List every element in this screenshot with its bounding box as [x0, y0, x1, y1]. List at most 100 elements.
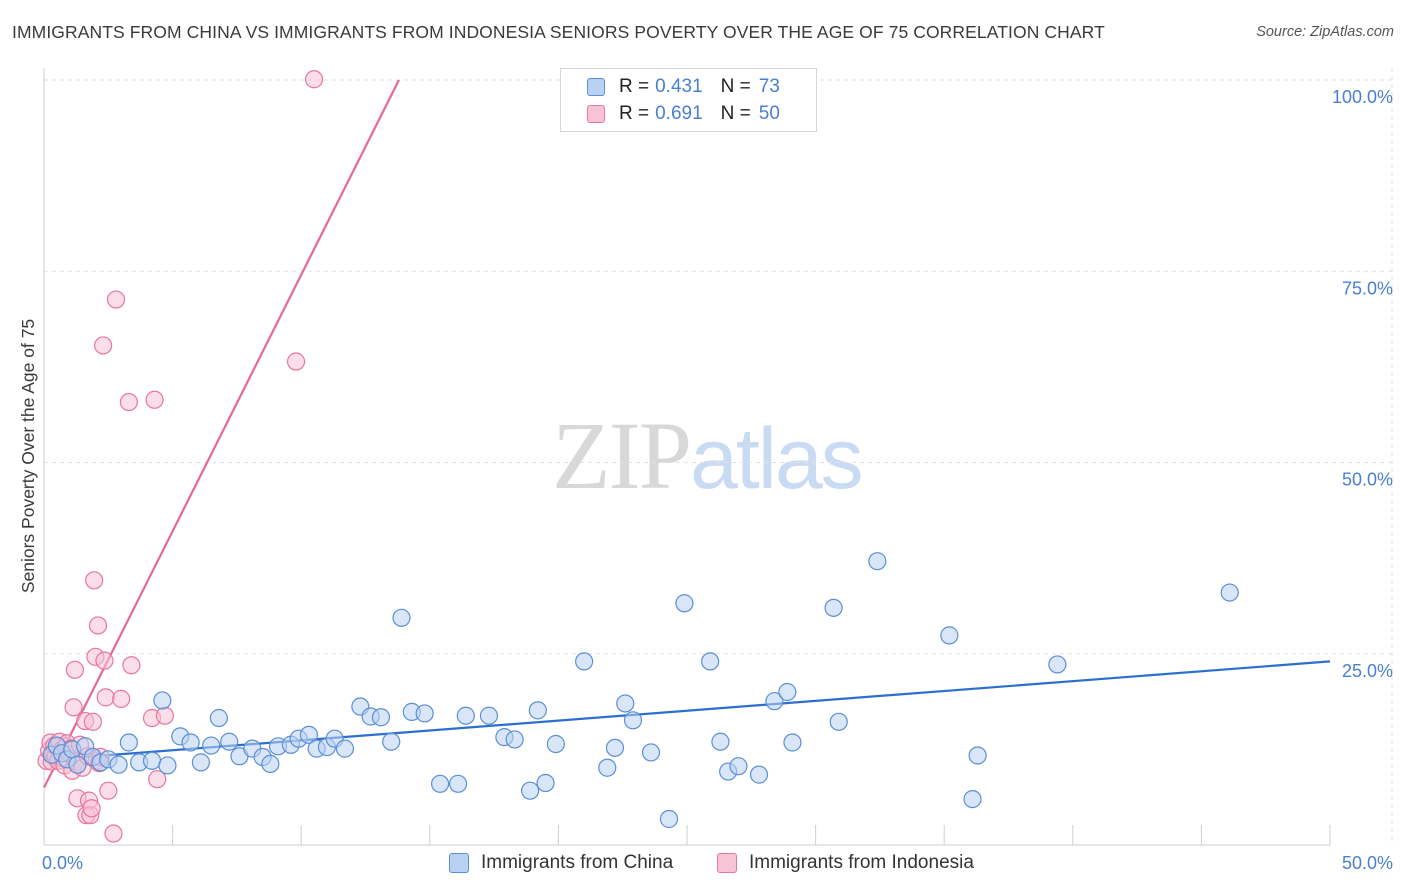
point-china: [963, 789, 982, 809]
point-indonesia: [119, 392, 138, 412]
point-china: [202, 736, 221, 755]
point-china: [623, 711, 643, 730]
point-china: [536, 773, 555, 793]
point-china: [382, 732, 401, 751]
correlation-legend: R = 0.431 N = 73 R = 0.691 N = 50: [560, 68, 817, 132]
point-china: [605, 738, 625, 757]
point-china: [1220, 583, 1239, 602]
point-china: [448, 774, 468, 793]
point-china: [142, 751, 162, 770]
grid-layer: [44, 68, 1393, 845]
point-china: [119, 733, 138, 752]
point-china: [868, 552, 887, 571]
legend-n-value-indonesia: 50: [758, 103, 780, 124]
point-china: [729, 757, 748, 776]
y-tick-label: 25.0%: [1342, 661, 1393, 681]
watermark: ZIPatlas: [552, 400, 864, 511]
watermark-zip: ZIP: [552, 402, 692, 509]
legend-r-value-china: 0.431: [655, 76, 703, 97]
series-legend-indonesia[interactable]: Immigrants from Indonesia: [717, 852, 974, 874]
point-indonesia: [148, 770, 167, 789]
point-china: [598, 758, 617, 777]
point-indonesia: [83, 712, 102, 731]
point-china: [430, 774, 450, 793]
point-china: [1048, 655, 1067, 674]
point-china: [711, 732, 730, 751]
points-indonesia: [37, 70, 324, 843]
legend-n-label-china: N =: [720, 76, 751, 97]
legend-n-value-china: 73: [758, 76, 780, 97]
series-label-china: Immigrants from China: [481, 852, 674, 873]
point-china: [505, 730, 524, 749]
point-china: [181, 733, 200, 752]
point-china: [191, 753, 210, 772]
point-china: [261, 754, 280, 774]
point-china: [824, 598, 843, 617]
point-china: [220, 732, 239, 751]
point-china: [392, 608, 411, 627]
point-china: [521, 781, 540, 800]
y-tick-label: 100.0%: [1332, 87, 1393, 107]
point-indonesia: [94, 336, 113, 355]
point-indonesia: [82, 799, 101, 818]
y-axis-title: Seniors Poverty Over the Age of 75: [18, 319, 38, 593]
point-china: [701, 652, 720, 671]
point-china: [765, 692, 784, 711]
label-layer: 25.0% 50.0% 75.0% 100.0% 0.0% 50.0% Seniors Po…: [18, 87, 1393, 873]
point-indonesia: [99, 781, 118, 800]
point-china: [528, 701, 547, 720]
point-china: [659, 809, 679, 829]
point-china: [829, 712, 848, 731]
point-china: [109, 755, 128, 774]
points-china: [42, 552, 1239, 829]
point-china: [209, 708, 228, 728]
series-label-indonesia: Immigrants from Indonesia: [749, 852, 974, 873]
series-swatch-indonesia: [717, 853, 737, 873]
source-label: Source: ZipAtlas.com: [1256, 24, 1394, 40]
point-china: [153, 691, 172, 710]
point-indonesia: [155, 706, 174, 725]
series-legend: Immigrants from China Immigrants from In…: [0, 852, 1406, 878]
point-china: [299, 725, 319, 744]
watermark-atlas: atlas: [690, 411, 864, 507]
point-indonesia: [96, 688, 115, 707]
point-china: [575, 652, 594, 671]
point-china: [641, 743, 661, 762]
y-tick-label: 75.0%: [1342, 278, 1393, 298]
trendline-layer: [43, 79, 1331, 789]
point-china: [415, 704, 434, 723]
point-china: [940, 626, 959, 645]
point-china: [68, 755, 87, 774]
point-indonesia: [106, 290, 126, 309]
legend-r-label-china: R =: [619, 76, 650, 97]
x-tick-label: 50.0%: [1342, 853, 1393, 873]
point-indonesia: [122, 656, 141, 675]
legend-row-indonesia: R = 0.691 N = 50: [587, 102, 780, 126]
point-indonesia: [88, 616, 108, 635]
point-china: [158, 756, 177, 775]
series-legend-china[interactable]: Immigrants from China: [449, 852, 673, 874]
point-indonesia: [304, 70, 324, 89]
legend-n-label-indonesia: N =: [720, 103, 751, 124]
point-indonesia: [85, 571, 104, 590]
point-china: [335, 739, 355, 758]
point-china: [778, 682, 797, 702]
series-swatch-china: [449, 853, 469, 873]
legend-swatch-china: [587, 78, 605, 96]
point-china: [968, 746, 987, 765]
point-indonesia: [112, 689, 131, 708]
point-china: [456, 706, 475, 725]
point-china: [675, 594, 694, 613]
legend-r-value-indonesia: 0.691: [655, 103, 703, 124]
point-china: [479, 706, 499, 725]
point-china: [546, 734, 565, 754]
point-china: [616, 694, 635, 713]
point-indonesia: [286, 352, 306, 371]
x-tick-label: 0.0%: [42, 853, 83, 873]
legend-r-label-indonesia: R =: [619, 103, 650, 124]
axis-layer: [43, 68, 1331, 846]
point-china: [783, 733, 802, 752]
y-tick-label: 50.0%: [1342, 470, 1393, 490]
legend-row-china: R = 0.431 N = 73: [587, 75, 780, 99]
